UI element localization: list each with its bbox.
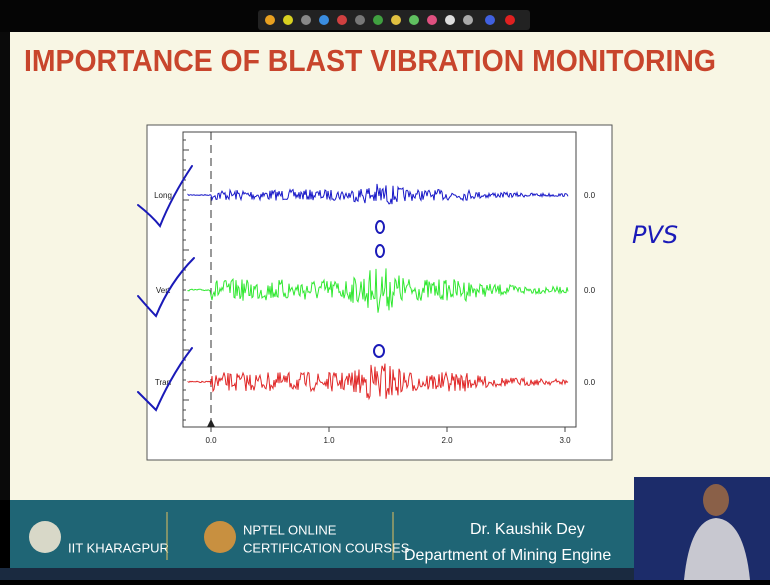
x-tick-label: 0.0 — [205, 436, 217, 445]
trigger-marker — [207, 419, 215, 427]
presenter-name: Dr. Kaushik Dey — [470, 521, 585, 538]
channel-value-label: 0.0 — [584, 286, 596, 295]
waveform — [187, 183, 569, 205]
presenter-body — [684, 518, 750, 580]
channel-label: Long — [154, 191, 172, 200]
channel-label: Vert — [156, 286, 171, 295]
x-tick-label: 1.0 — [323, 436, 335, 445]
left-edge — [0, 32, 10, 500]
channel-label: Tran — [155, 378, 171, 387]
waveform — [187, 268, 569, 313]
axis-ticks: 0.0 1.0 2.0 3.0 — [183, 139, 571, 445]
waveform — [187, 363, 569, 401]
department: Department of Mining Engine — [404, 547, 611, 564]
nptel-line-2: CERTIFICATION COURSES — [243, 540, 410, 555]
handwritten-note: PVS — [632, 221, 678, 249]
toolbar-icons — [265, 15, 515, 25]
handwriting — [137, 165, 385, 412]
presenter-head — [703, 484, 729, 516]
nptel-logo — [204, 521, 236, 553]
x-tick-label: 3.0 — [559, 436, 571, 445]
x-tick-label: 2.0 — [441, 436, 453, 445]
nptel-line-1: NPTEL ONLINE — [243, 522, 337, 537]
taskbar — [0, 568, 770, 580]
institute-name: IIT KHARAGPUR — [68, 540, 169, 555]
traces: Long 0.0 Vert 0.0 Tran 0.0 — [154, 183, 596, 401]
channel-value-label: 0.0 — [584, 378, 596, 387]
iit-logo — [29, 521, 61, 553]
slide-title: IMPORTANCE OF BLAST VIBRATION MONITORING — [24, 43, 716, 78]
figure-frame — [146, 124, 613, 461]
channel-value-label: 0.0 — [584, 191, 596, 200]
